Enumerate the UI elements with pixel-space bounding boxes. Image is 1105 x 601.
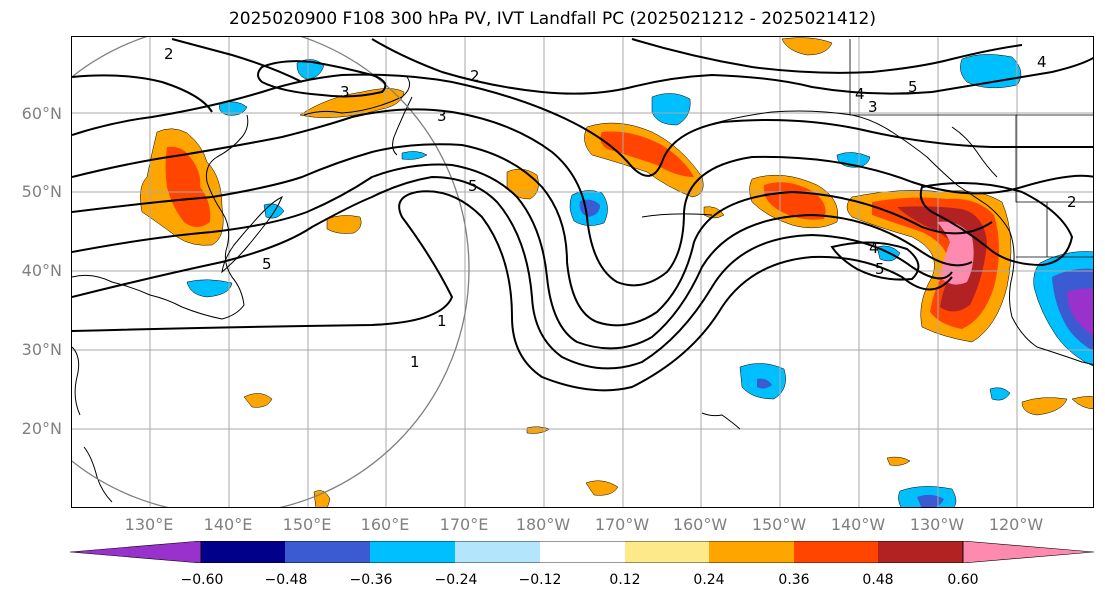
contour-label: 2 [1067,193,1077,211]
colorbar-segment [370,541,455,563]
lon-label-140w: 140°W [830,515,886,534]
lon-label-160w: 160°W [672,515,728,534]
lat-label-30n: 30°N [21,340,62,359]
lon-label-150e: 150°E [282,515,332,534]
contour-label: 4 [1037,53,1047,71]
contour-label: 2 [470,67,480,85]
colorbar-segment [455,541,540,563]
colorbar [70,541,1095,563]
contour-label: 1 [437,312,447,330]
colorbar-tick: −0.48 [264,572,308,588]
political-borders [849,39,1093,258]
lon-label-140e: 140°E [203,515,253,534]
contour-label: 4 [855,85,865,103]
map-canvas: 2 2 3 3 5 5 4 3 4 5 1 1 5 2 4 [72,37,1093,507]
lon-label-170w: 170°W [594,515,650,534]
colorbar-tick: 0.12 [609,572,641,588]
contour-label: 2 [164,45,174,63]
contour-label: 3 [437,107,447,125]
colorbar-tick: −0.24 [434,572,478,588]
colorbar-tick: −0.12 [518,572,562,588]
pv-contours [72,38,1093,392]
contour-label: 3 [868,98,878,116]
colorbar-segment [625,541,709,563]
colorbar-tick: 0.36 [778,572,810,588]
lon-label-160e: 160°E [360,515,410,534]
colorbar-segment [201,541,285,563]
colorbar-segment [962,541,1095,563]
colorbar-tick: 0.60 [947,572,979,588]
colorbar-tick: −0.60 [180,572,224,588]
lat-label-50n: 50°N [21,182,62,201]
colorbar-segment [709,541,794,563]
contour-label: 5 [468,177,478,195]
pv-contour-labels: 2 2 3 3 5 5 4 3 4 5 1 1 5 2 4 [164,45,1077,371]
contour-label: 3 [340,83,350,101]
contour-label: 1 [410,353,420,371]
colorbar-segment [285,541,370,563]
colorbar-tick: −0.36 [349,572,393,588]
colorbar-tick: 0.24 [693,572,725,588]
lon-label-120w: 120°W [988,515,1044,534]
lon-label-150w: 150°W [751,515,807,534]
distance-circle [72,37,470,507]
lon-label-130e: 130°E [124,515,174,534]
contour-label: 5 [875,260,885,278]
map-title: 2025020900 F108 300 hPa PV, IVT Landfall… [228,9,876,29]
colorbar-segment [540,541,625,563]
contour-label: 5 [262,255,272,273]
lat-label-60n: 60°N [21,104,62,123]
colorbar-tick: 0.48 [862,572,894,588]
colorbar-segment [794,541,878,563]
colorbar-segment [878,541,963,563]
lat-label-40n: 40°N [21,261,62,280]
map-panel: 2 2 3 3 5 5 4 3 4 5 1 1 5 2 4 [71,36,1094,508]
lon-label-170e: 170°E [439,515,489,534]
contour-label: 5 [908,78,918,96]
lon-label-180w: 180°W [515,515,571,534]
colorbar-segment [70,541,202,563]
lat-label-20n: 20°N [21,419,62,438]
contour-label: 4 [869,239,879,257]
lon-label-130w: 130°W [909,515,965,534]
